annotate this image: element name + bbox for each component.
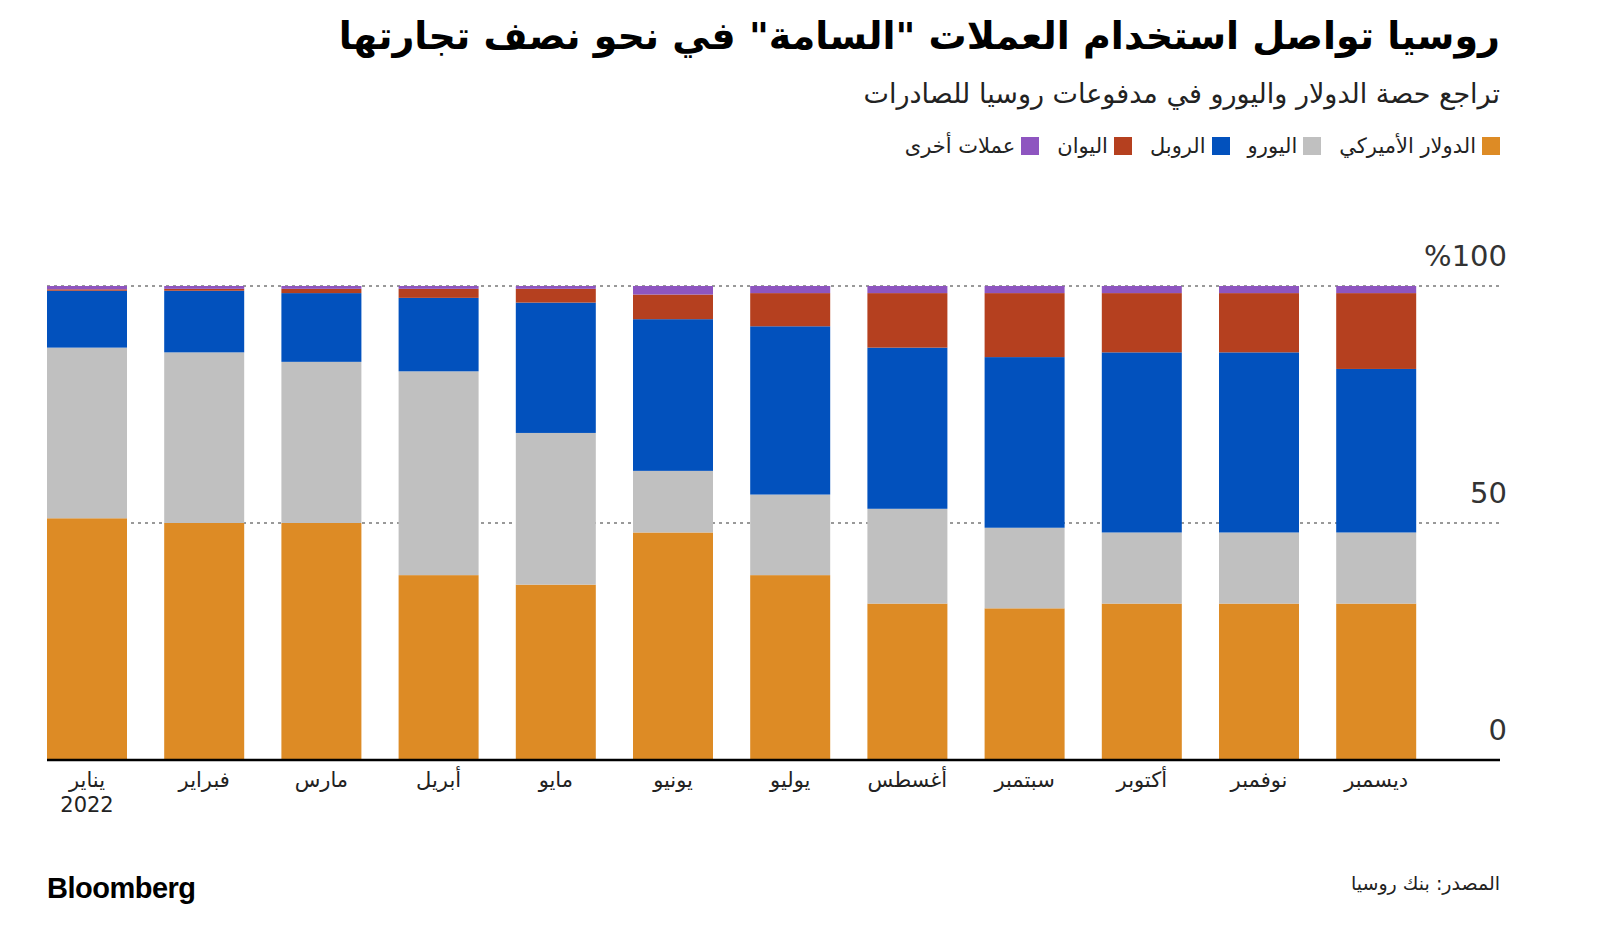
bar-segment	[47, 348, 127, 519]
bar-segment	[633, 295, 713, 320]
bar-segment	[281, 286, 361, 289]
bar-segment	[633, 286, 713, 295]
bar-segment	[1336, 293, 1416, 369]
bar-segment	[867, 509, 947, 604]
bar-segment	[1219, 352, 1299, 532]
category-label: أكتوبر	[1116, 766, 1167, 792]
x-axis	[47, 759, 1500, 762]
bar-segment	[516, 303, 596, 433]
bar-segment	[1219, 604, 1299, 760]
legend-label: الدولار الأميركي	[1339, 134, 1476, 158]
brand: Bloomberg	[47, 872, 196, 905]
bar-segment	[867, 293, 947, 348]
bar-segment	[399, 289, 479, 298]
category-label: مارس	[295, 768, 348, 792]
legend-item: اليوان	[1057, 134, 1132, 158]
bar-segment	[47, 518, 127, 760]
bar-segment	[1102, 352, 1182, 532]
legend-item: الروبل	[1150, 134, 1230, 158]
bar-segment	[516, 286, 596, 289]
title: روسيا تواصل استخدام العملات "السامة" في …	[339, 14, 1500, 58]
legend-label: الروبل	[1150, 134, 1206, 158]
bar-segment	[1219, 286, 1299, 293]
bar-segment	[633, 319, 713, 471]
category-label: يناير2022	[60, 768, 113, 817]
bar-segment	[516, 289, 596, 303]
legend-swatch	[1021, 137, 1039, 155]
bar-segment	[281, 362, 361, 523]
bar-segment	[867, 604, 947, 760]
legend-swatch	[1114, 137, 1132, 155]
bar-segment	[985, 286, 1065, 293]
bar-segment	[985, 293, 1065, 357]
legend-swatch	[1212, 137, 1230, 155]
bar-segment	[164, 291, 244, 353]
bar-segment	[1102, 532, 1182, 603]
bar-segment	[399, 298, 479, 371]
bars	[47, 286, 1416, 760]
legend-item: عملات أخرى	[905, 134, 1040, 158]
bar-segment	[1219, 293, 1299, 352]
bar-segment	[516, 585, 596, 760]
bar-segment	[1102, 604, 1182, 760]
category-label: فبراير	[178, 768, 230, 792]
legend-label: اليورو	[1248, 134, 1298, 158]
bar-segment	[164, 286, 244, 289]
bar-segment	[1219, 532, 1299, 603]
bar-segment	[750, 326, 830, 494]
bar-segment	[281, 289, 361, 293]
category-label: مايو	[538, 768, 573, 792]
bar-segment	[47, 291, 127, 348]
bar-segment	[164, 523, 244, 760]
bar-segment	[164, 289, 244, 291]
bar-segment	[985, 528, 1065, 609]
category-label: ديسمبر	[1343, 768, 1408, 792]
tick-label: 50	[1470, 476, 1507, 510]
bar-segment	[47, 286, 127, 289]
category-label: أغسطس	[868, 766, 948, 792]
category-label: سبتمبر	[993, 768, 1054, 792]
bar-segment	[750, 495, 830, 576]
bar-segment	[164, 352, 244, 523]
legend-item: الدولار الأميركي	[1339, 134, 1500, 158]
legend-label: اليوان	[1057, 134, 1108, 158]
bar-segment	[399, 286, 479, 289]
bar-segment	[750, 293, 830, 326]
bar-segment	[1102, 286, 1182, 293]
legend-label: عملات أخرى	[905, 134, 1016, 158]
tick-label: 0	[1489, 713, 1507, 747]
chart: 0 50 %100 يناير2022 فبراير مارس أبريل مايو يونيو…	[0, 0, 1600, 944]
bar-segment	[985, 608, 1065, 760]
bar-segment	[633, 471, 713, 533]
category-label: أبريل	[416, 766, 461, 792]
bar-segment	[633, 532, 713, 760]
bar-segment	[281, 523, 361, 760]
bar-segment	[750, 575, 830, 760]
bar-segment	[47, 289, 127, 290]
tick-label: %100	[1424, 239, 1507, 273]
bar-segment	[867, 348, 947, 509]
bar-segment	[399, 575, 479, 760]
bar-segment	[1336, 604, 1416, 760]
category-label: يونيو	[652, 768, 693, 792]
bar-segment	[281, 293, 361, 362]
category-label: يوليو	[769, 768, 810, 792]
bar-segment	[750, 286, 830, 293]
source: المصدر: بنك روسيا	[1351, 872, 1500, 894]
bar-segment	[867, 286, 947, 293]
legend-item: اليورو	[1248, 134, 1322, 158]
legend-swatch	[1482, 137, 1500, 155]
bar-segment	[1336, 369, 1416, 533]
bar-segment	[1336, 532, 1416, 603]
bar-segment	[985, 357, 1065, 528]
subtitle: تراجع حصة الدولار واليورو في مدفوعات روس…	[864, 78, 1500, 109]
bar-segment	[1336, 286, 1416, 293]
category-label: نوفمبر	[1230, 768, 1288, 792]
bar-segment	[1102, 293, 1182, 352]
bar-segment	[516, 433, 596, 585]
bar-segment	[399, 371, 479, 575]
legend-swatch	[1303, 137, 1321, 155]
legend: الدولار الأميركي اليورو الروبل اليوان عملات …	[905, 134, 1500, 158]
